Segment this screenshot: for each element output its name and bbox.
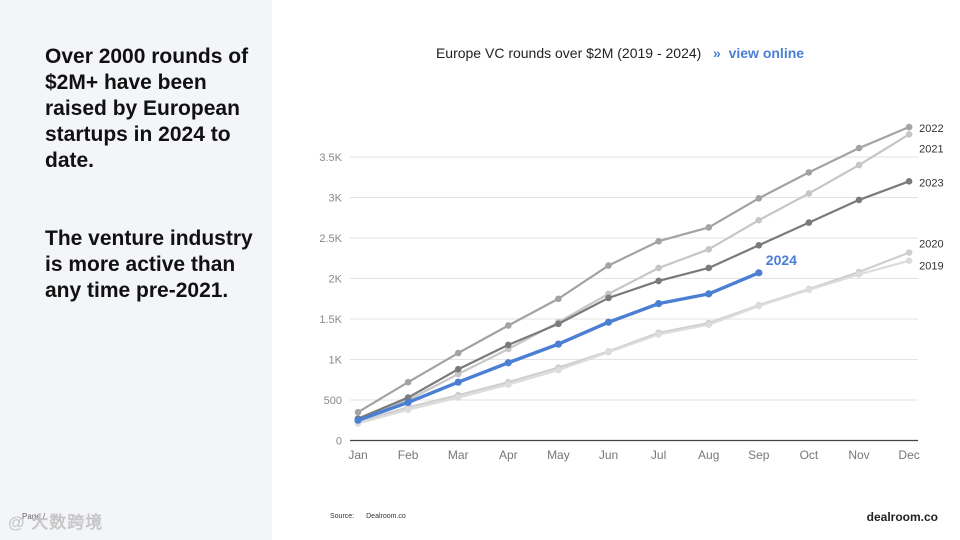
- series-line-2020: [357, 251, 910, 423]
- headline-paragraph-1: Over 2000 rounds of $2M+ have been raise…: [45, 44, 260, 174]
- series-line-2023: [357, 180, 910, 420]
- data-point-2022: [755, 195, 763, 202]
- chart-title: Europe VC rounds over $2M (2019 - 2024): [435, 45, 702, 61]
- x-tick-label: Aug: [698, 448, 719, 462]
- x-tick-label: May: [547, 448, 570, 462]
- data-point-2024: [454, 378, 462, 386]
- data-point-2021: [805, 190, 813, 197]
- data-point-2022: [354, 408, 362, 416]
- view-online-label: view online: [728, 45, 805, 61]
- data-point-2022: [505, 322, 512, 329]
- x-tick-label: Sep: [748, 448, 770, 462]
- series-label-2022: 2022: [919, 123, 943, 135]
- headline-paragraph-2: The venture industry is more active than…: [45, 226, 260, 304]
- data-point-2024: [504, 359, 512, 367]
- data-point-2023: [855, 196, 863, 204]
- data-point-2022: [855, 144, 863, 152]
- y-tick-label: 3.5K: [319, 152, 342, 164]
- data-point-2023: [404, 394, 412, 401]
- x-tick-label: Apr: [499, 448, 518, 462]
- data-point-2024: [755, 269, 763, 277]
- data-point-2024: [354, 416, 362, 424]
- footer-source: Source: Dealroom.co: [330, 513, 406, 520]
- y-tick-label: 2.5K: [319, 233, 342, 245]
- y-tick-label: 500: [324, 395, 342, 407]
- source-label: Source:: [330, 513, 355, 520]
- series-label-2021: 2021: [919, 143, 943, 155]
- data-point-2021: [905, 131, 913, 138]
- chart-title-row: Europe VC rounds over $2M (2019 - 2024) …: [270, 45, 960, 61]
- data-point-2019: [805, 286, 813, 294]
- x-tick-label: Oct: [800, 448, 819, 462]
- data-point-2019: [605, 348, 612, 356]
- data-point-2022: [605, 262, 612, 269]
- data-point-2019: [705, 321, 712, 328]
- data-point-2022: [905, 123, 913, 131]
- series-label-2019: 2019: [919, 261, 943, 273]
- data-point-2019: [655, 331, 662, 338]
- y-tick-label: 2K: [329, 274, 343, 286]
- data-point-2019: [755, 302, 763, 310]
- watermark: @ 大数跨境: [8, 513, 104, 532]
- data-point-2021: [454, 370, 462, 378]
- data-point-2021: [855, 161, 863, 169]
- data-point-2023: [555, 320, 562, 328]
- data-point-2024: [705, 290, 713, 298]
- data-point-2019: [855, 271, 863, 278]
- y-tick-label: 1.5K: [319, 314, 342, 326]
- data-point-2020: [905, 249, 913, 256]
- data-point-2022: [454, 349, 462, 357]
- data-point-2023: [705, 264, 712, 272]
- data-point-2023: [505, 341, 512, 349]
- data-point-2022: [655, 237, 662, 245]
- source-value: Dealroom.co: [366, 513, 406, 520]
- x-tick-label: Jan: [348, 448, 367, 462]
- data-point-2019: [505, 381, 512, 388]
- series-line-2019: [357, 259, 910, 425]
- x-tick-label: Jul: [651, 448, 666, 462]
- data-point-2023: [905, 178, 913, 185]
- data-point-2024: [655, 300, 663, 308]
- x-tick-label: Dec: [898, 448, 919, 462]
- data-point-2021: [655, 264, 662, 272]
- data-point-2023: [805, 219, 813, 226]
- left-panel: Over 2000 rounds of $2M+ have been raise…: [0, 0, 272, 540]
- series-line-2022: [357, 126, 910, 414]
- data-point-2022: [404, 378, 412, 386]
- x-tick-label: Mar: [448, 448, 469, 462]
- headline-text-1: Over 2000 rounds of $2M+ have been raise…: [45, 45, 249, 172]
- data-point-2024: [554, 340, 563, 348]
- data-point-2022: [555, 295, 562, 303]
- data-point-2019: [555, 366, 562, 374]
- x-tick-label: Nov: [848, 448, 869, 462]
- data-point-2024: [404, 398, 412, 407]
- y-tick-label: 0: [336, 436, 342, 448]
- series-line-2021: [357, 133, 910, 420]
- y-tick-label: 3K: [329, 193, 343, 205]
- data-point-2022: [805, 169, 813, 176]
- data-point-2021: [755, 216, 763, 224]
- data-point-2023: [655, 277, 662, 285]
- data-point-2023: [605, 294, 612, 302]
- data-point-2022: [705, 224, 712, 231]
- series-label-2023: 2023: [919, 177, 943, 189]
- dealroom-logo: dealroom.co: [866, 510, 938, 524]
- data-point-2023: [454, 365, 462, 373]
- series-label-2024: 2024: [766, 252, 797, 268]
- x-tick-label: Jun: [599, 448, 618, 462]
- data-point-2024: [604, 318, 613, 326]
- series-label-2020: 2020: [919, 239, 943, 251]
- data-point-2021: [705, 246, 712, 253]
- headline-text-2: The venture industry is more active than…: [45, 227, 253, 302]
- data-point-2019: [404, 406, 412, 414]
- data-point-2023: [755, 241, 763, 249]
- view-online-link[interactable]: » view online: [705, 45, 804, 61]
- page-label: Page /: [22, 512, 46, 521]
- data-point-2019: [454, 394, 462, 401]
- view-online-arrow: »: [713, 45, 721, 61]
- data-point-2019: [905, 257, 913, 264]
- y-tick-label: 1K: [329, 355, 343, 367]
- x-tick-label: Feb: [398, 448, 419, 462]
